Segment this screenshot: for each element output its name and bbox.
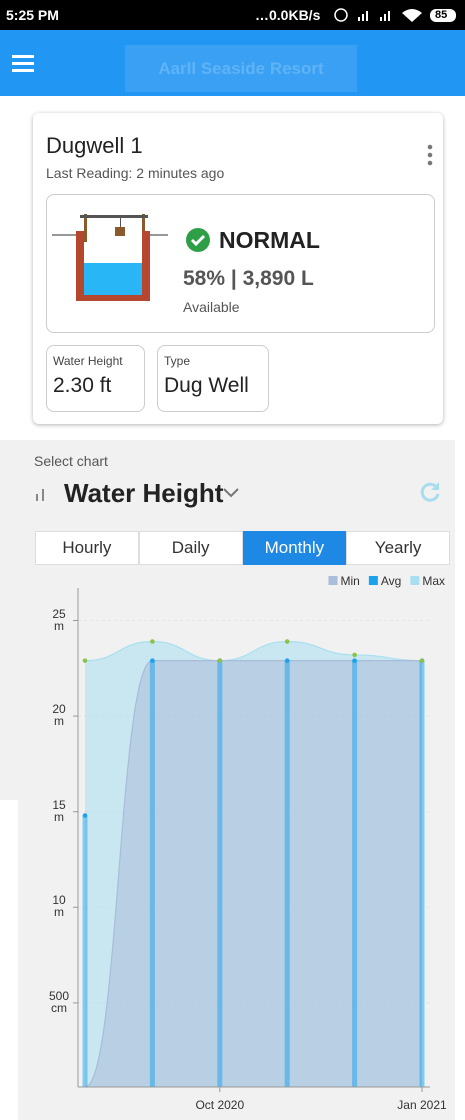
avg-bar [150, 661, 155, 1087]
x-tick-label: Jan 2021 [397, 1098, 447, 1112]
legend-label: Avg [381, 574, 401, 588]
point [285, 658, 290, 663]
point [150, 639, 155, 644]
point [420, 658, 425, 663]
point [83, 813, 88, 818]
avg-bar [285, 661, 290, 1087]
legend-swatch [369, 576, 378, 585]
point [218, 658, 223, 663]
page: 5:25 PM …0.0KB/s 85 Aarll Seaside Resort… [0, 0, 465, 1120]
legend-swatch [329, 576, 338, 585]
legend-swatch [410, 576, 419, 585]
point [352, 658, 357, 663]
point [285, 639, 290, 644]
legend-label: Max [422, 574, 445, 588]
area-fill [85, 661, 422, 1087]
chart: Oct 2020 Jan 2021 Max Avg Min [0, 0, 465, 1120]
point [352, 653, 357, 658]
avg-bar [420, 661, 425, 1087]
avg-bar [83, 816, 88, 1087]
x-tick-label: Oct 2020 [195, 1098, 244, 1112]
avg-bar [352, 661, 357, 1087]
point [83, 658, 88, 663]
point [150, 658, 155, 663]
avg-bar [217, 661, 222, 1087]
legend-label: Min [341, 574, 360, 588]
